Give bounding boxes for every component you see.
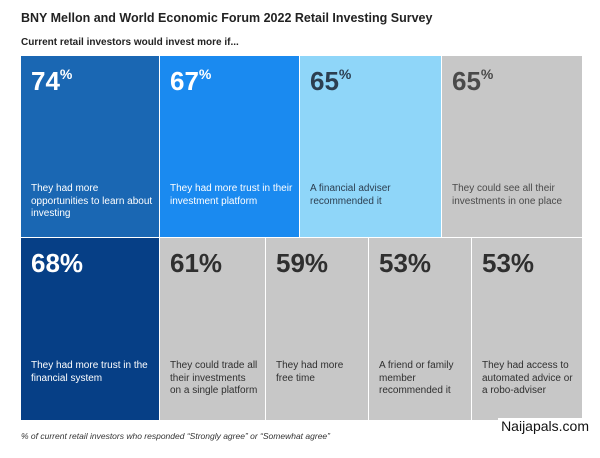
watermark: Naijapals.com [498, 418, 592, 434]
tile-value-number: 68 [31, 248, 60, 278]
tile-value: 53% [379, 250, 431, 276]
tile-value-number: 67 [170, 66, 199, 96]
tile-value-number: 59 [276, 248, 305, 278]
tile-label: They could see all their investments in … [452, 183, 563, 207]
tile-value: 68% [31, 250, 83, 276]
chart-title: BNY Mellon and World Economic Forum 2022… [21, 11, 433, 25]
tile-value: 67% [170, 66, 212, 96]
tile-value: 53% [482, 250, 534, 276]
tile-value: 65% [310, 66, 352, 96]
footnote: % of current retail investors who respon… [21, 431, 330, 441]
tile-2-3: 59% They had more free time [266, 238, 368, 420]
tile-value: 61% [170, 250, 222, 276]
tile-label: They had access to automated advice or a… [482, 360, 573, 396]
tile-1-3: 65% A financial adviser recommended it [300, 56, 441, 237]
tile-2-1: 68% They had more trust in the financial … [21, 238, 159, 420]
tile-value-number: 53 [379, 248, 408, 278]
tile-value-unit: % [59, 248, 84, 278]
tile-label: They could trade all their investments o… [170, 360, 258, 396]
tile-value-unit: % [304, 248, 329, 278]
tile-value-unit: % [407, 248, 432, 278]
tile-label: They had more trust in their investment … [170, 183, 293, 207]
tile-value: 74% [31, 66, 73, 96]
tile-1-4: 65% They could see all their investments … [442, 56, 582, 237]
tile-label: They had more trust in the financial sys… [31, 360, 148, 384]
tile-value-number: 65 [310, 66, 339, 96]
tile-label: They had more opportunities to learn abo… [31, 183, 153, 219]
tile-2-4: 53% A friend or family member recommended… [369, 238, 471, 420]
tile-value-number: 53 [482, 248, 511, 278]
tile-value-number: 65 [452, 66, 481, 96]
tile-value-unit: % [510, 248, 535, 278]
tile-value-unit: % [480, 66, 494, 83]
tile-value-unit: % [338, 66, 352, 83]
tile-value-unit: % [198, 248, 223, 278]
tile-value: 59% [276, 250, 328, 276]
tile-value: 65% [452, 66, 494, 96]
tile-1-1: 74% They had more opportunities to learn … [21, 56, 159, 237]
tile-value-number: 61 [170, 248, 199, 278]
tile-2-2: 61% They could trade all their investment… [160, 238, 265, 420]
tile-1-2: 67% They had more trust in their investme… [160, 56, 299, 237]
tile-value-unit: % [59, 66, 73, 83]
tile-label: A friend or family member recommended it [379, 360, 454, 396]
tile-2-5: 53% They had access to automated advice o… [472, 238, 582, 420]
tile-value-unit: % [198, 66, 212, 83]
tile-value-number: 74 [31, 66, 60, 96]
tile-label: They had more free time [276, 360, 344, 384]
chart-subtitle: Current retail investors would invest mo… [21, 37, 239, 48]
tile-label: A financial adviser recommended it [310, 183, 391, 207]
